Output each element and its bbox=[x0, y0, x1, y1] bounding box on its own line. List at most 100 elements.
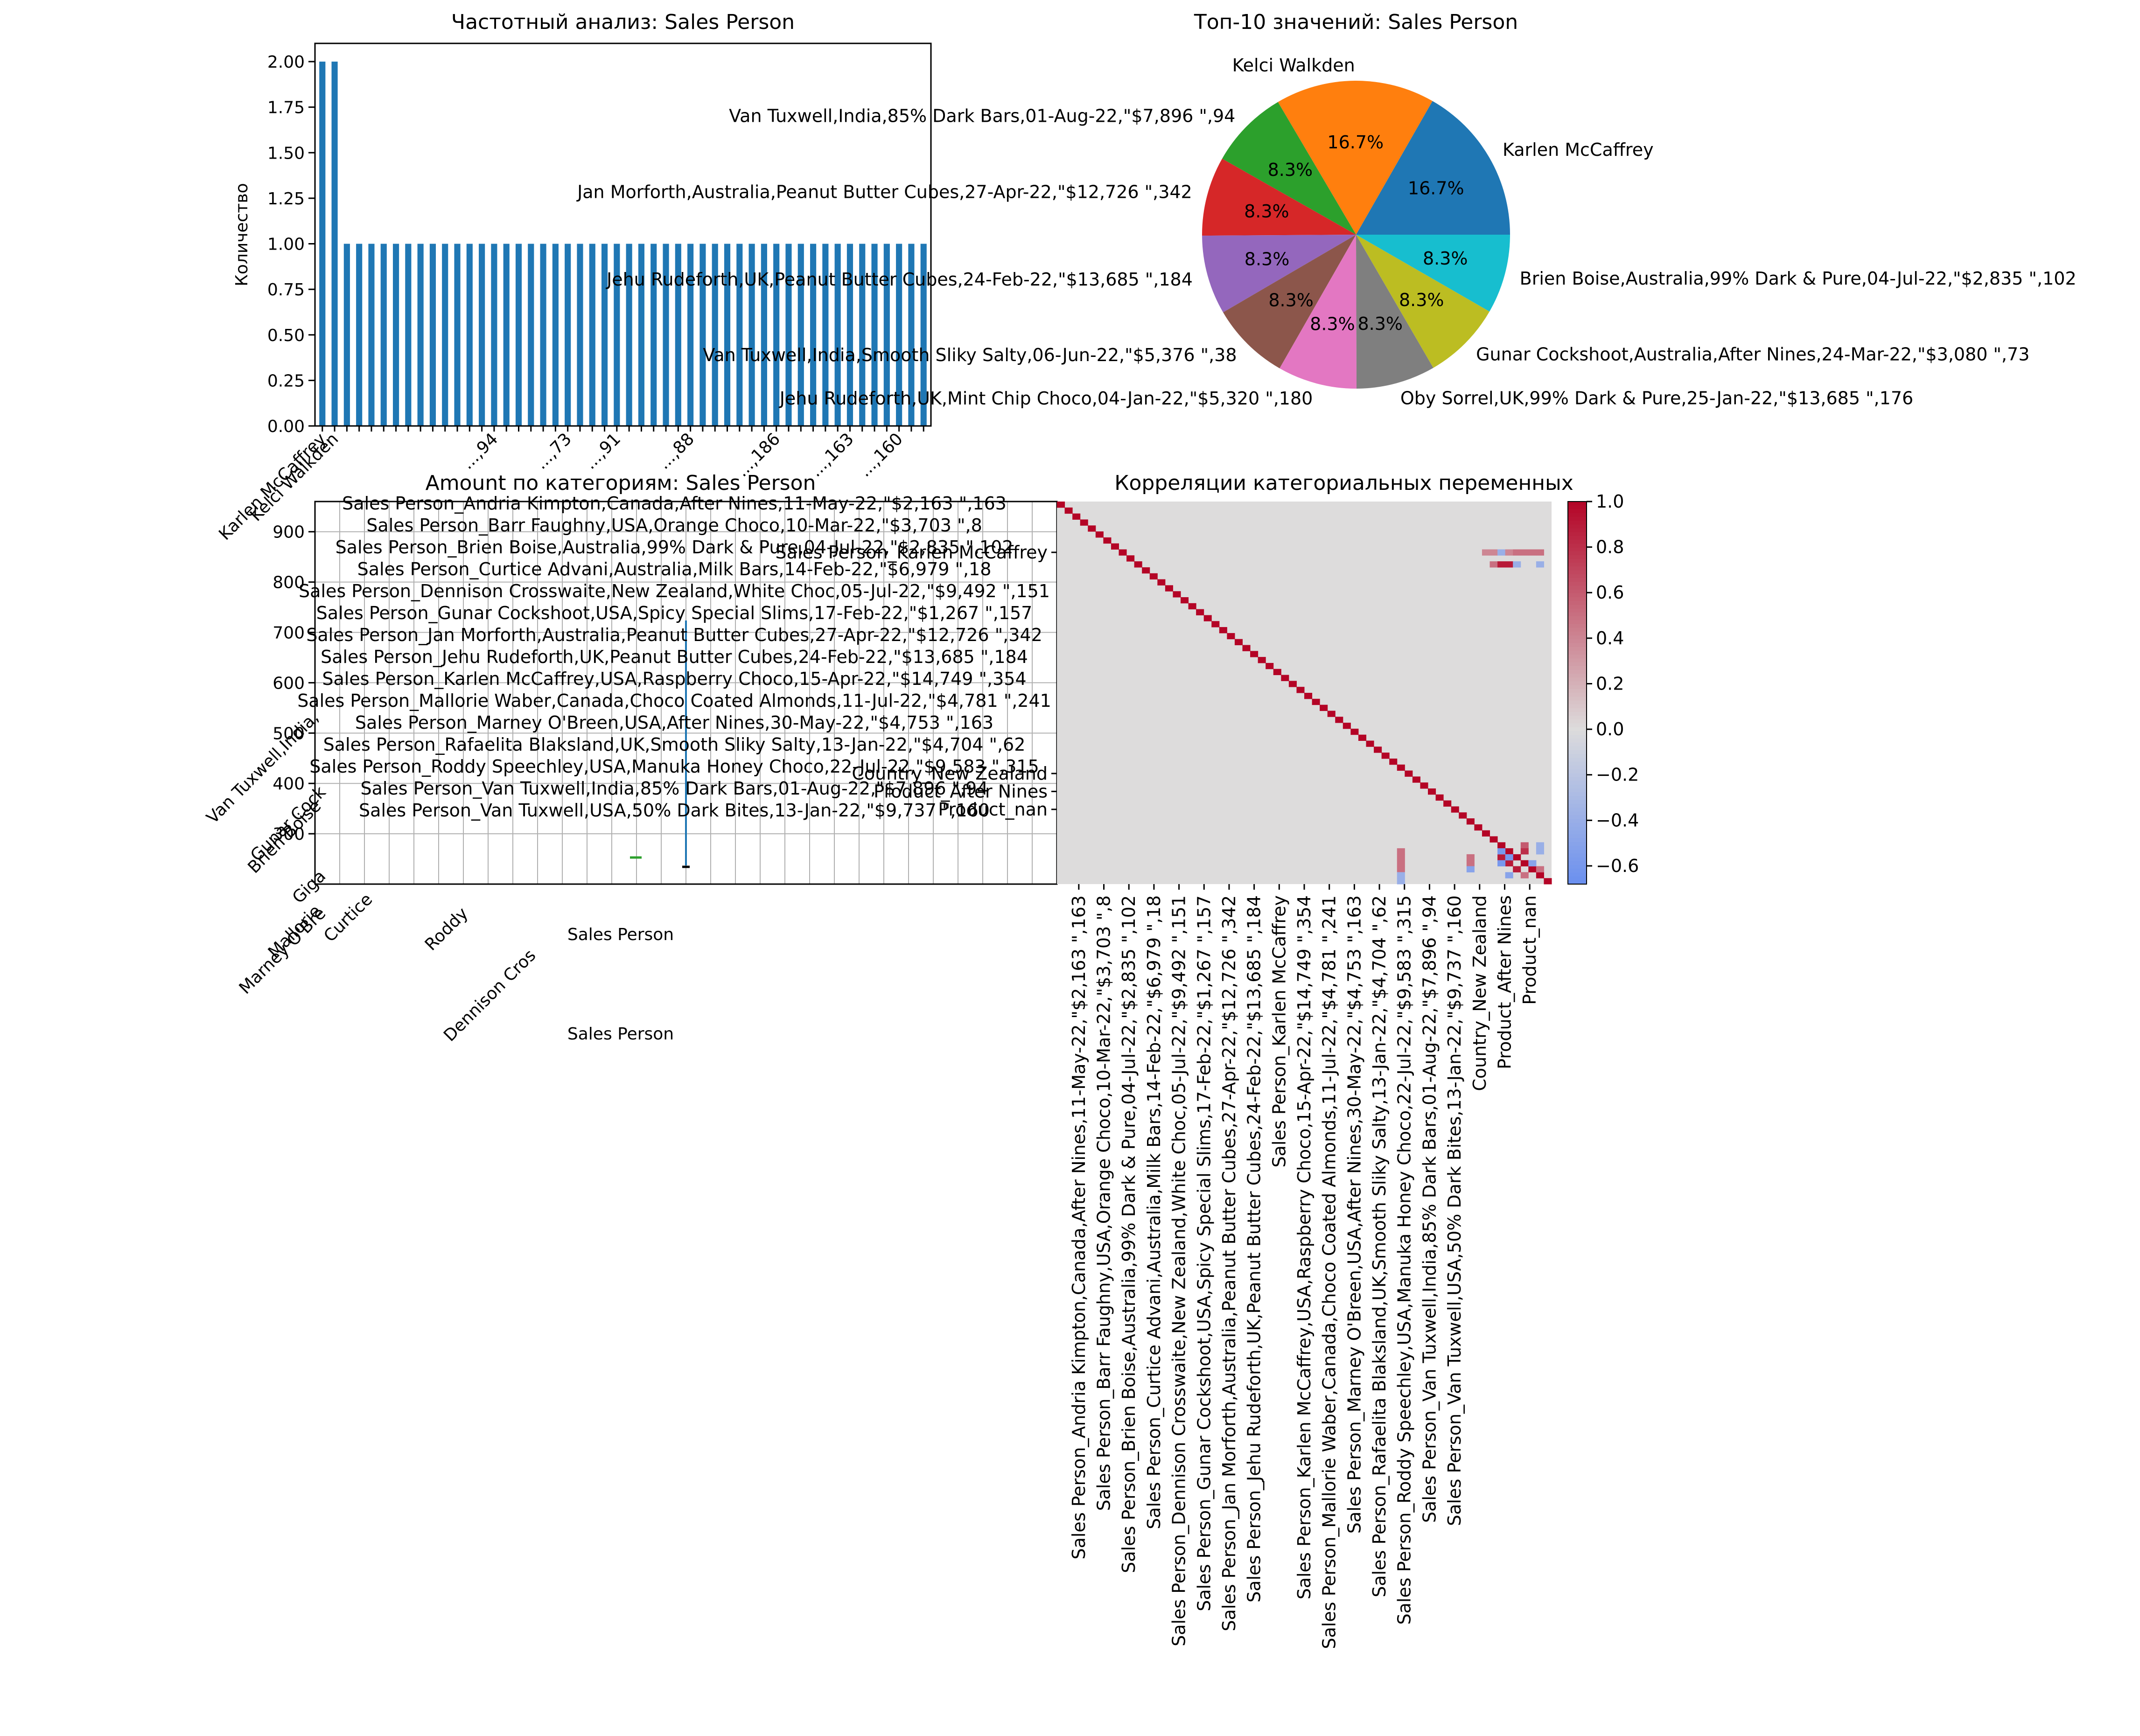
pie-slice-label: Gunar Cockshoot,Australia,After Nines,24… bbox=[1476, 344, 2029, 364]
box-y-tick-label: 700 bbox=[273, 624, 305, 643]
heatmap-cell bbox=[1474, 824, 1483, 831]
colorbar-frame bbox=[1567, 501, 1587, 885]
bar bbox=[773, 244, 780, 426]
pie-slice bbox=[1202, 235, 1356, 313]
colorbar-segment bbox=[1568, 601, 1587, 606]
colorbar-segment bbox=[1568, 524, 1587, 529]
colorbar-segment bbox=[1568, 704, 1587, 709]
bar bbox=[846, 244, 853, 426]
heatmap-x-label: Sales Person_Brien Boise,Australia,99% D… bbox=[1119, 895, 1139, 1573]
colorbar-segment bbox=[1568, 582, 1587, 586]
colorbar-segment bbox=[1568, 639, 1587, 644]
bar bbox=[663, 244, 669, 426]
bar-y-ticks: 0.00 0.25 0.50 0.75 1.00 1.25 1.50 1.75 2.00 bbox=[267, 53, 315, 436]
colorbar-segment bbox=[1568, 643, 1587, 648]
colorbar-segment bbox=[1568, 658, 1587, 663]
bar bbox=[491, 244, 497, 426]
heatmap-cell bbox=[1466, 854, 1475, 861]
heatmap-cell bbox=[1103, 537, 1112, 544]
colorbar-segment bbox=[1568, 827, 1587, 831]
colorbar-segment bbox=[1568, 742, 1587, 747]
heatmap-cell bbox=[1312, 698, 1320, 705]
colorbar-segment bbox=[1568, 597, 1587, 602]
heatmap-cell bbox=[1513, 561, 1521, 568]
heatmap-cell bbox=[1435, 794, 1444, 801]
pie-percent-label: 8.3% bbox=[1357, 314, 1403, 334]
box-x-category-label: Brien Boise bbox=[244, 796, 325, 877]
heatmap-cell bbox=[1188, 603, 1196, 610]
heatmap-cell bbox=[1057, 502, 1065, 508]
box-x-category-label: Roddy bbox=[421, 904, 472, 954]
heatmap-cell bbox=[1482, 549, 1490, 556]
pie-slice-label: Van Tuxwell,India,Smooth Sliky Salty,06-… bbox=[703, 345, 1237, 365]
colorbar-segment bbox=[1568, 608, 1587, 613]
colorbar-segment bbox=[1568, 761, 1587, 766]
pie-percent-label: 8.3% bbox=[1310, 314, 1355, 334]
colorbar-segment bbox=[1568, 869, 1587, 873]
bar bbox=[442, 244, 448, 426]
heatmap-cell bbox=[1173, 591, 1181, 598]
bar bbox=[712, 244, 718, 426]
box-grid bbox=[315, 502, 1057, 884]
bar-chart-title: Частотный анализ: Sales Person bbox=[451, 10, 795, 34]
heatmap-cell bbox=[1505, 549, 1513, 556]
colorbar-segment bbox=[1568, 650, 1587, 655]
heatmap-cell bbox=[1165, 585, 1173, 592]
heatmap-x-label: Sales Person_Jehu Rudeforth,UK,Peanut Bu… bbox=[1244, 895, 1265, 1603]
colorbar-segment bbox=[1568, 631, 1587, 636]
colorbar-tick-label: −0.2 bbox=[1596, 765, 1639, 785]
box-legend-entry: Sales Person_Curtice Advani,Australia,Mi… bbox=[357, 559, 992, 579]
box-legend-entry: Sales Person_Jehu Rudeforth,UK,Peanut Bu… bbox=[321, 647, 1028, 667]
heatmap-cell bbox=[1497, 842, 1506, 849]
bar bbox=[319, 62, 326, 426]
colorbar-segment bbox=[1568, 865, 1587, 870]
pie-percent-label: 8.3% bbox=[1245, 249, 1290, 269]
heatmap-cell bbox=[1227, 633, 1235, 640]
bar bbox=[540, 244, 546, 426]
heatmap-cell bbox=[1358, 734, 1366, 741]
heatmap-cell bbox=[1134, 561, 1142, 568]
pie-slice-label: Jan Morforth,Australia,Peanut Butter Cub… bbox=[576, 181, 1192, 202]
heatmap-cell bbox=[1459, 812, 1467, 819]
pie-percent-label: 16.7% bbox=[1408, 178, 1464, 199]
colorbar-segment bbox=[1568, 509, 1587, 514]
bar-y-tick-label: 1.75 bbox=[267, 98, 305, 118]
heatmap-x-label: Sales Person_Karlen McCaffrey bbox=[1269, 895, 1289, 1168]
pie-slice-label: Karlen McCaffrey bbox=[1503, 139, 1654, 160]
colorbar-segment bbox=[1568, 586, 1587, 590]
pie-slice bbox=[1356, 235, 1490, 368]
heatmap-x-label: Sales Person_Van Tuxwell,India,85% Dark … bbox=[1419, 895, 1440, 1523]
box-y-ticks: 300 400 500 600 700 800 900 bbox=[273, 523, 315, 844]
colorbar-segment bbox=[1568, 758, 1587, 762]
colorbar-segment bbox=[1568, 685, 1587, 690]
bar-y-tick-label: 1.25 bbox=[267, 189, 305, 209]
bar-x-tick-label: ...,94 bbox=[458, 429, 502, 473]
heatmap-cell bbox=[1490, 561, 1498, 568]
box-y-tick-label: 900 bbox=[273, 523, 305, 542]
pie-slice bbox=[1356, 235, 1434, 389]
heatmap-cell bbox=[1505, 561, 1513, 568]
colorbar-segment bbox=[1568, 635, 1587, 640]
box-legend-entry: Sales Person_Karlen McCaffrey,USA,Raspbe… bbox=[322, 669, 1026, 689]
heatmap-x-label: Product_After Nines bbox=[1494, 895, 1515, 1069]
box-legend-entry: Sales Person_Dennison Crosswaite,New Zea… bbox=[299, 581, 1050, 601]
colorbar-segment bbox=[1568, 669, 1587, 674]
heatmap-y-label: Sales Person_Karlen McCaffrey bbox=[775, 542, 1048, 563]
heatmap-cell bbox=[1219, 627, 1227, 634]
bar bbox=[638, 244, 645, 426]
bar bbox=[417, 244, 424, 426]
bar bbox=[368, 244, 375, 426]
bar-x-tick-label: ...,88 bbox=[654, 429, 698, 473]
colorbar-segment bbox=[1568, 853, 1587, 858]
heatmap-cell bbox=[1320, 704, 1328, 711]
colorbar-segment bbox=[1568, 532, 1587, 537]
colorbar-segment bbox=[1568, 700, 1587, 705]
heatmap-cell bbox=[1490, 836, 1498, 843]
heatmap-cell bbox=[1466, 866, 1475, 872]
bar-y-tick-label: 0.50 bbox=[267, 326, 305, 345]
pie-percent-labels: 16.7%16.7%8.3%8.3%8.3%8.3%8.3% 8.3%8.3%8.… bbox=[1244, 132, 1468, 334]
bar-y-tick-label: 0.25 bbox=[267, 371, 305, 390]
heatmap-x-label: Sales Person_Karlen McCaffrey,USA,Raspbe… bbox=[1294, 895, 1315, 1599]
heatmap-cell bbox=[1443, 800, 1452, 807]
